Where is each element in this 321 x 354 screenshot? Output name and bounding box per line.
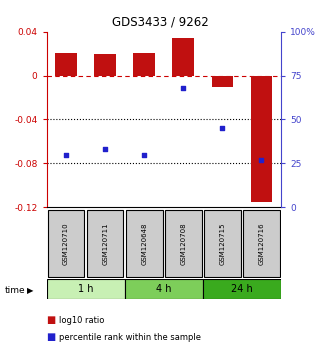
Text: GDS3433 / 9262: GDS3433 / 9262 xyxy=(112,16,209,29)
Point xyxy=(142,152,147,157)
Text: 24 h: 24 h xyxy=(231,284,253,294)
Text: GSM120708: GSM120708 xyxy=(180,222,186,265)
Point xyxy=(64,152,69,157)
Text: GSM120648: GSM120648 xyxy=(141,222,147,265)
Text: GSM120711: GSM120711 xyxy=(102,222,108,265)
Bar xyxy=(172,39,194,76)
Bar xyxy=(48,210,84,276)
Bar xyxy=(165,210,202,276)
Bar xyxy=(203,279,281,299)
Point xyxy=(102,147,108,152)
Bar xyxy=(87,210,124,276)
Bar xyxy=(212,76,233,87)
Bar xyxy=(134,53,155,76)
Bar xyxy=(55,53,77,76)
Text: GSM120715: GSM120715 xyxy=(219,222,225,265)
Bar xyxy=(94,54,116,76)
Text: ■: ■ xyxy=(47,332,56,342)
Text: GSM120716: GSM120716 xyxy=(258,222,265,265)
Text: 4 h: 4 h xyxy=(156,284,171,294)
Text: log10 ratio: log10 ratio xyxy=(59,316,105,325)
Bar xyxy=(251,76,272,202)
Text: ■: ■ xyxy=(47,315,56,325)
Text: percentile rank within the sample: percentile rank within the sample xyxy=(59,332,201,342)
Bar xyxy=(47,279,125,299)
Point xyxy=(181,85,186,91)
Bar xyxy=(125,279,203,299)
Text: ▶: ▶ xyxy=(27,286,34,296)
Bar xyxy=(126,210,162,276)
Text: time: time xyxy=(5,286,25,296)
Bar xyxy=(243,210,280,276)
Text: GSM120710: GSM120710 xyxy=(63,222,69,265)
Bar xyxy=(204,210,241,276)
Point xyxy=(259,157,264,162)
Text: 1 h: 1 h xyxy=(78,284,93,294)
Point xyxy=(220,125,225,131)
